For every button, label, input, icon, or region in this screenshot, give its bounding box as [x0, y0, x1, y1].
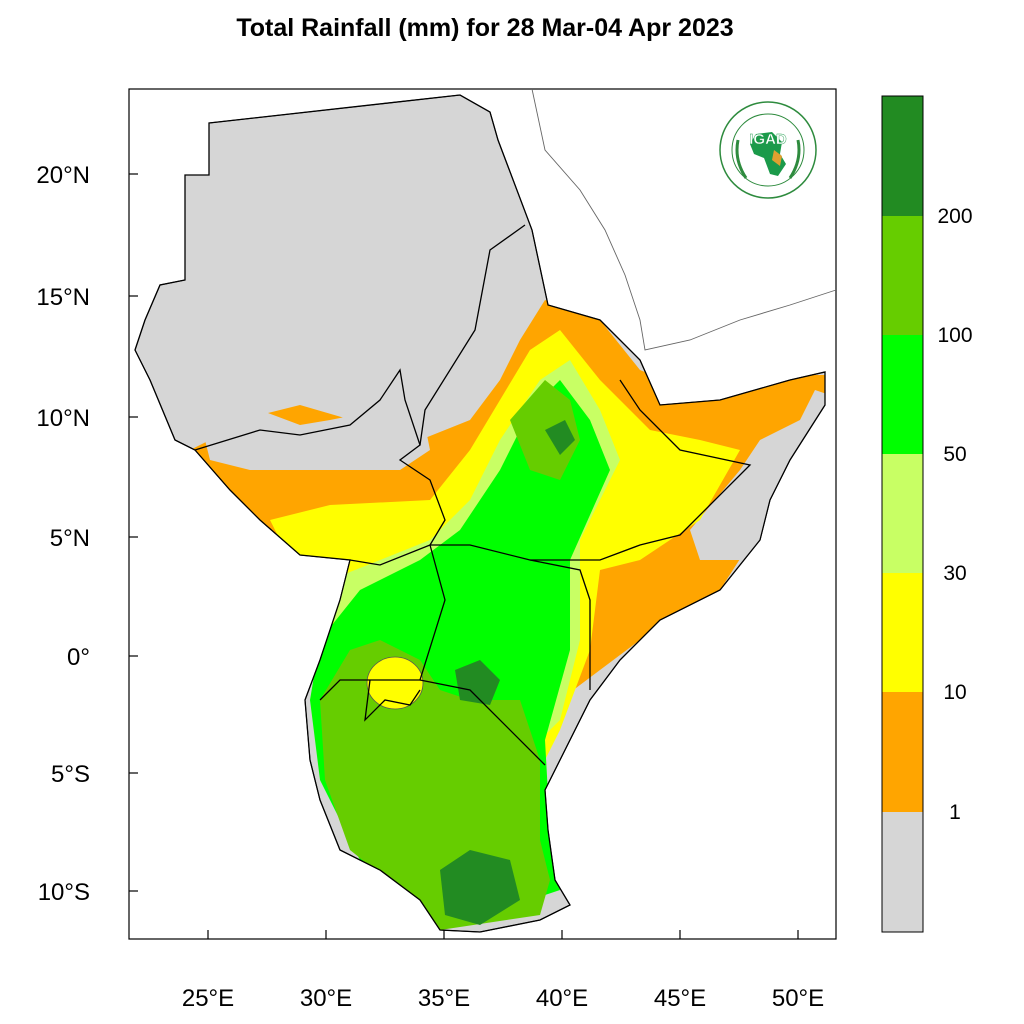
lat-tick-20n: 20°N [36, 162, 90, 189]
map-title: Total Rainfall (mm) for 28 Mar-04 Apr 20… [236, 14, 734, 42]
colorbar-band-below-1 [882, 812, 923, 932]
lon-tick-labels: 25°E 30°E 35°E 40°E 45°E 50°E [182, 985, 824, 1012]
colorbar-label-10: 10 [943, 681, 966, 704]
rain-zone-200-plus-3 [545, 420, 575, 455]
lat-tick-10n: 10°N [36, 405, 90, 432]
lat-tick-0: 0° [67, 644, 90, 671]
colorbar-band-100-200 [882, 216, 923, 335]
axis-ticks [129, 173, 799, 939]
rain-zone-dry-somalia [690, 390, 825, 560]
colorbar-label-200: 200 [937, 205, 972, 228]
rain-zone-200-plus-2 [455, 660, 500, 705]
lat-tick-15n: 15°N [36, 284, 90, 311]
colorbar-band-30-50 [882, 454, 923, 573]
lon-tick-25e: 25°E [182, 985, 234, 1012]
colorbar-label-1: 1 [949, 801, 961, 824]
lon-tick-30e: 30°E [300, 985, 352, 1012]
colorbar-label-50: 50 [943, 443, 966, 466]
colorbar-band-10-30 [882, 573, 923, 692]
igad-logo-text: IGAD [749, 131, 787, 148]
colorbar-label-100: 100 [937, 324, 972, 347]
igad-logo: IGAD [719, 101, 817, 199]
lat-tick-10s: 10°S [38, 879, 90, 906]
lat-tick-labels: 20°N 15°N 10°N 5°N 0° 5°S 10°S [36, 162, 90, 906]
rain-zone-200-plus [440, 850, 520, 925]
lat-tick-5s: 5°S [51, 761, 90, 788]
colorbar-band-1-10 [882, 692, 923, 812]
rain-zone-dry-sudan [200, 400, 430, 470]
lon-tick-45e: 45°E [654, 985, 706, 1012]
lon-tick-35e: 35°E [418, 985, 470, 1012]
country-borders [134, 94, 826, 933]
lat-tick-5n: 5°N [50, 525, 90, 552]
colorbar: 200 100 50 30 10 1 [881, 95, 973, 933]
arabia-coastline [531, 88, 837, 351]
lon-tick-40e: 40°E [536, 985, 588, 1012]
lake-victoria [366, 656, 424, 710]
colorbar-label-30: 30 [943, 562, 966, 585]
colorbar-band-50-100 [882, 335, 923, 454]
lon-tick-50e: 50°E [772, 985, 824, 1012]
colorbar-band-200-plus [882, 96, 923, 216]
